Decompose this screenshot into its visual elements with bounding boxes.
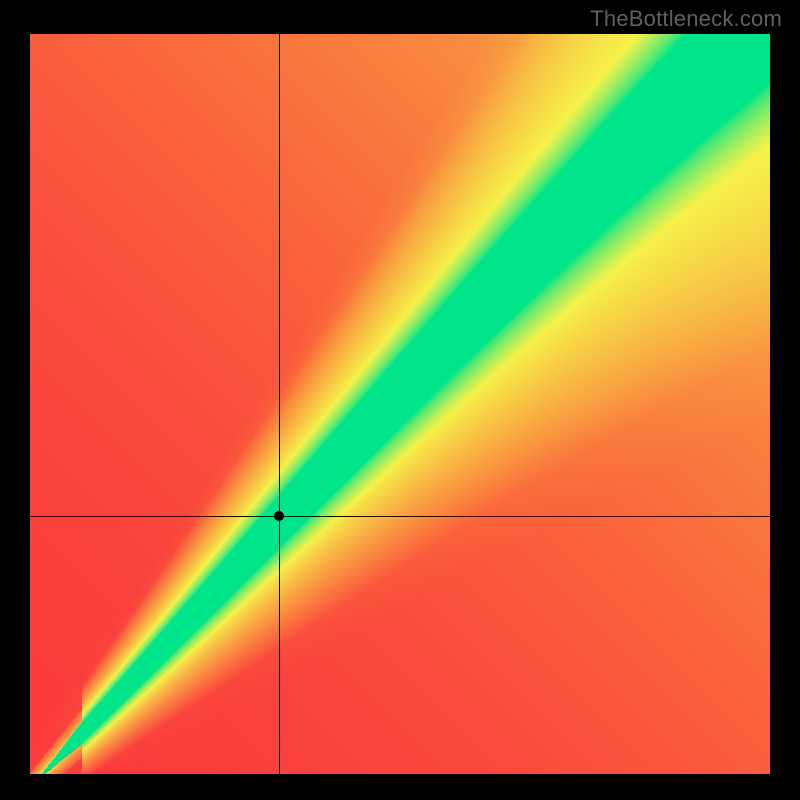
watermark-text: TheBottleneck.com [590, 6, 782, 32]
plot-area [30, 34, 770, 774]
chart-container: TheBottleneck.com [0, 0, 800, 800]
heatmap-canvas [30, 34, 770, 774]
